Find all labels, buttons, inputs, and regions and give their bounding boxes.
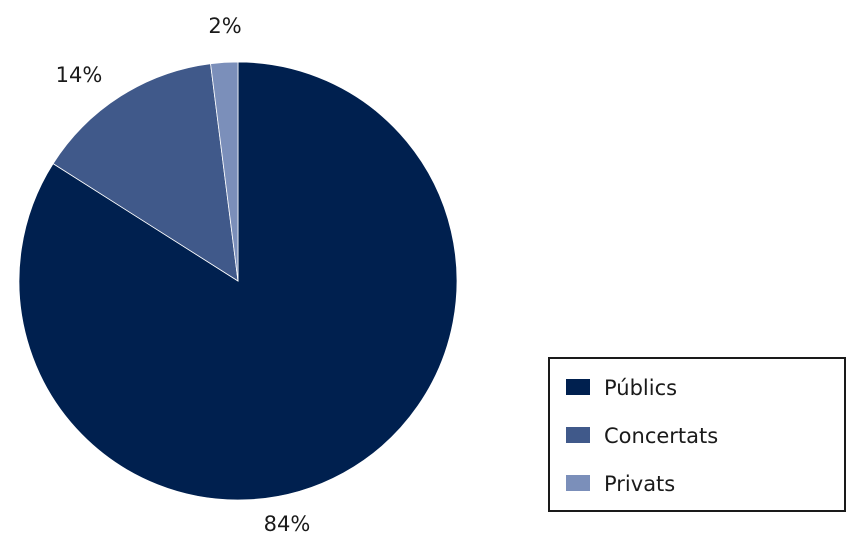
data-label-publics: 84% <box>264 512 311 536</box>
legend-box <box>548 357 846 512</box>
pie-slice-concertats <box>52 63 239 282</box>
pie-slices <box>18 61 458 501</box>
legend-swatch-privats <box>566 475 590 491</box>
legend-label-concertats: Concertats <box>604 424 718 448</box>
pie-slice-privats <box>210 61 239 282</box>
data-label-concertats: 14% <box>56 63 103 87</box>
legend: Públics Concertats Privats <box>548 357 846 512</box>
percentage-labels: 84% 14% 2% <box>56 14 311 536</box>
legend-swatch-publics <box>566 379 590 395</box>
legend-label-publics: Públics <box>604 376 677 400</box>
data-label-privats: 2% <box>208 14 241 38</box>
legend-swatch-concertats <box>566 427 590 443</box>
legend-label-privats: Privats <box>604 472 675 496</box>
